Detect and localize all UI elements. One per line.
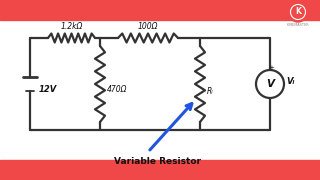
Text: Rₗ: Rₗ [207,87,213,96]
Text: KINEMASTER: KINEMASTER [287,23,309,27]
Bar [0,160,320,180]
Text: Vₗ: Vₗ [286,76,294,86]
Text: 1.2kΩ: 1.2kΩ [60,22,83,31]
Bar [0,0,320,20]
Text: 12V: 12V [39,84,57,93]
Text: Variable Resistor: Variable Resistor [115,157,202,166]
Text: +: + [268,65,274,71]
Text: 100Ω: 100Ω [138,22,158,31]
Circle shape [288,2,308,22]
Text: 470Ω: 470Ω [107,86,127,94]
Text: V: V [266,79,274,89]
Text: K: K [295,8,301,17]
